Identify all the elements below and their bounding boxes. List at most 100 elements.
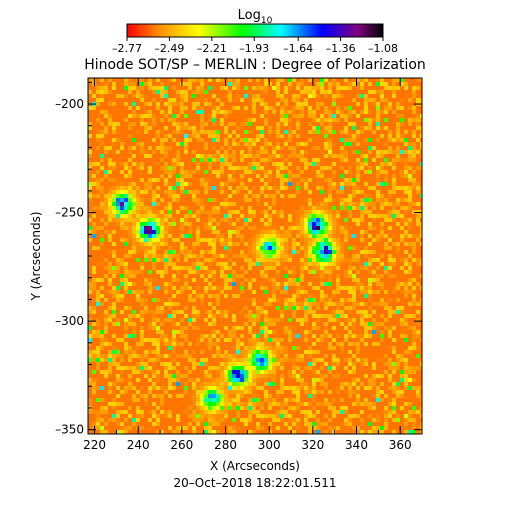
heatmap-cell — [280, 218, 284, 222]
heatmap-cell — [252, 226, 256, 230]
heatmap-cell — [412, 218, 416, 222]
heatmap-cell — [356, 286, 360, 290]
heatmap-cell — [156, 130, 160, 134]
heatmap-cell — [252, 302, 256, 306]
heatmap-cell — [256, 106, 260, 110]
heatmap-cell — [256, 286, 260, 290]
heatmap-cell — [224, 298, 228, 302]
heatmap-cell — [412, 86, 416, 90]
heatmap-cell — [248, 114, 252, 118]
heatmap-cell — [128, 206, 132, 210]
heatmap-cell — [248, 186, 252, 190]
heatmap-cell — [232, 110, 236, 114]
heatmap-cell — [124, 106, 128, 110]
heatmap-cell — [228, 298, 232, 302]
heatmap-cell — [276, 102, 280, 106]
heatmap-cell — [420, 210, 422, 214]
heatmap-cell — [136, 246, 140, 250]
heatmap-cell — [240, 246, 244, 250]
heatmap-cell — [296, 134, 300, 138]
heatmap-cell — [308, 78, 312, 82]
heatmap-cell — [356, 178, 360, 182]
heatmap-cell — [176, 258, 180, 262]
heatmap-cell — [328, 186, 332, 190]
heatmap-cell — [128, 194, 132, 198]
heatmap-cell — [224, 162, 228, 166]
heatmap-cell — [336, 266, 340, 270]
heatmap-cell — [376, 250, 380, 254]
heatmap-cell — [260, 274, 264, 278]
heatmap-cell — [184, 202, 188, 206]
heatmap-cell — [112, 106, 116, 110]
heatmap-cell — [228, 90, 232, 94]
heatmap-cell — [220, 294, 224, 298]
heatmap-cell — [124, 230, 128, 234]
heatmap-cell — [196, 270, 200, 274]
heatmap-cell — [248, 210, 252, 214]
heatmap-cell — [400, 310, 404, 314]
heatmap-cell — [200, 150, 204, 154]
heatmap-cell — [364, 254, 368, 258]
heatmap-cell — [372, 238, 376, 242]
heatmap-cell — [376, 206, 380, 210]
heatmap-cell — [392, 250, 396, 254]
heatmap-cell — [96, 278, 100, 282]
heatmap-cell — [156, 150, 160, 154]
heatmap-cell — [156, 210, 160, 214]
heatmap-cell — [252, 238, 256, 242]
heatmap-cell — [216, 202, 220, 206]
heatmap-cell — [124, 170, 128, 174]
heatmap-cell — [332, 170, 336, 174]
heatmap-cell — [400, 102, 404, 106]
heatmap-cell — [412, 162, 416, 166]
heatmap-cell — [116, 130, 120, 134]
heatmap-cell — [180, 86, 184, 90]
heatmap-cell — [288, 230, 292, 234]
heatmap-cell — [404, 162, 408, 166]
heatmap-cell — [140, 78, 144, 82]
heatmap-cell — [356, 106, 360, 110]
heatmap-cell — [168, 302, 172, 306]
heatmap-cell — [148, 226, 152, 230]
heatmap-cell — [196, 266, 200, 270]
heatmap-cell — [176, 214, 180, 218]
heatmap-cell — [132, 166, 136, 170]
heatmap-cell — [144, 150, 148, 154]
heatmap-cell — [364, 250, 368, 254]
heatmap-cell — [296, 82, 300, 86]
heatmap-cell — [184, 146, 188, 150]
heatmap-cell — [384, 102, 388, 106]
heatmap-cell — [332, 286, 336, 290]
heatmap-cell — [340, 218, 344, 222]
heatmap-cell — [120, 194, 124, 198]
heatmap-cell — [160, 110, 164, 114]
heatmap-cell — [236, 282, 240, 286]
heatmap-cell — [116, 178, 120, 182]
heatmap-cell — [104, 238, 108, 242]
heatmap-cell — [156, 98, 160, 102]
heatmap-cell — [392, 142, 396, 146]
heatmap-cell — [332, 126, 336, 130]
heatmap-cell — [156, 134, 160, 138]
heatmap-cell — [172, 158, 176, 162]
heatmap-cell — [412, 250, 416, 254]
heatmap-cell — [276, 134, 280, 138]
heatmap-cell — [408, 202, 412, 206]
heatmap-cell — [92, 142, 96, 146]
heatmap-cell — [296, 114, 300, 118]
heatmap-cell — [252, 142, 256, 146]
heatmap-cell — [236, 198, 240, 202]
colorbar-tick-label: –2.77 — [112, 42, 142, 55]
heatmap-cell — [272, 198, 276, 202]
heatmap-cell — [372, 270, 376, 274]
heatmap-cell — [136, 110, 140, 114]
heatmap-cell — [188, 282, 192, 286]
heatmap-cell — [396, 210, 400, 214]
heatmap-cell — [420, 246, 422, 250]
heatmap-cell — [324, 246, 328, 250]
heatmap-cell — [284, 130, 288, 134]
heatmap-cell — [168, 258, 172, 262]
heatmap-cell — [124, 206, 128, 210]
heatmap-cell — [348, 106, 352, 110]
heatmap-cell — [288, 110, 292, 114]
